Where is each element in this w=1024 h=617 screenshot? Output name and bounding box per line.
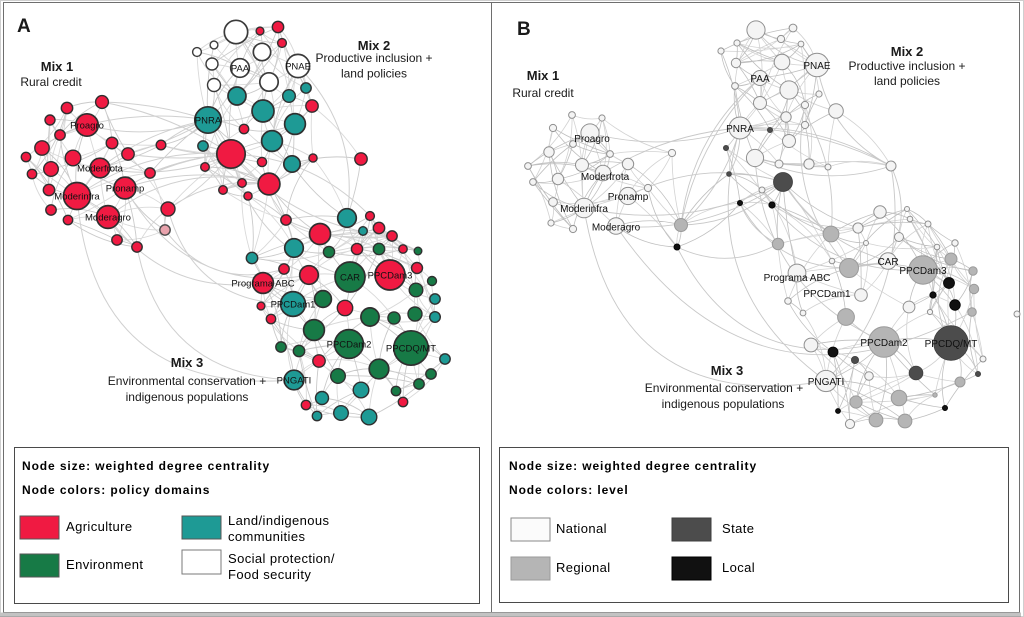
svg-text:PAA: PAA: [750, 74, 770, 85]
svg-text:PPCDam1: PPCDam1: [803, 289, 851, 300]
svg-text:PAA: PAA: [231, 64, 250, 75]
svg-text:Social protection/: Social protection/: [228, 551, 335, 566]
svg-text:State: State: [722, 521, 754, 536]
svg-text:B: B: [517, 19, 531, 40]
svg-text:Moderagro: Moderagro: [592, 223, 641, 234]
svg-text:Node size: weighted degree cen: Node size: weighted degree centrality: [509, 459, 757, 473]
svg-text:Regional: Regional: [556, 560, 611, 575]
svg-text:Productive inclusion +: Productive inclusion +: [848, 59, 965, 73]
svg-text:Node size: weighted degree cen: Node size: weighted degree centrality: [22, 459, 270, 473]
svg-text:PPCDam1: PPCDam1: [271, 300, 316, 311]
svg-text:land policies: land policies: [341, 67, 407, 81]
svg-text:communities: communities: [228, 529, 305, 544]
svg-text:National: National: [556, 521, 607, 536]
svg-text:Rural credit: Rural credit: [20, 75, 82, 89]
svg-text:Node colors: level: Node colors: level: [509, 483, 629, 497]
svg-text:Land/indigenous: Land/indigenous: [228, 513, 330, 528]
svg-text:CAR: CAR: [877, 257, 898, 268]
svg-text:Agriculture: Agriculture: [66, 519, 133, 534]
svg-text:indigenous populations: indigenous populations: [126, 390, 249, 404]
svg-text:Mix 1: Mix 1: [41, 59, 74, 74]
svg-text:Mix 2: Mix 2: [358, 38, 391, 53]
svg-text:Environmental conservation +: Environmental conservation +: [108, 374, 266, 388]
svg-text:Moderinfra: Moderinfra: [560, 204, 608, 215]
svg-text:Rural credit: Rural credit: [512, 86, 574, 100]
svg-text:PPCDQ/MT: PPCDQ/MT: [386, 344, 436, 355]
svg-text:land policies: land policies: [874, 74, 940, 88]
svg-text:Mix 3: Mix 3: [711, 363, 744, 378]
svg-text:PPCDam2: PPCDam2: [327, 340, 372, 351]
svg-text:Mix 3: Mix 3: [171, 355, 204, 370]
svg-text:Proagro: Proagro: [70, 121, 104, 132]
svg-text:PNRA: PNRA: [726, 124, 754, 135]
svg-text:PPCDQ/MT: PPCDQ/MT: [925, 339, 978, 350]
svg-text:Proagro: Proagro: [574, 134, 610, 145]
svg-text:PNAE: PNAE: [803, 61, 831, 72]
svg-text:Node colors: policy domains: Node colors: policy domains: [22, 483, 210, 497]
svg-text:PPCDam3: PPCDam3: [368, 271, 413, 282]
svg-text:Mix 2: Mix 2: [891, 44, 924, 59]
svg-text:Environmental conservation +: Environmental conservation +: [645, 381, 803, 395]
svg-text:Programa ABC: Programa ABC: [764, 273, 831, 284]
svg-text:Local: Local: [722, 560, 755, 575]
svg-text:CAR: CAR: [340, 273, 360, 284]
svg-text:Moderfrota: Moderfrota: [581, 172, 630, 183]
svg-text:Moderagro: Moderagro: [85, 213, 131, 224]
svg-text:Moderfrota: Moderfrota: [77, 164, 124, 175]
svg-text:PNGATI: PNGATI: [277, 376, 312, 387]
svg-text:PNRA: PNRA: [195, 116, 222, 127]
svg-text:Mix 1: Mix 1: [527, 68, 560, 83]
svg-text:PNGATI: PNGATI: [808, 377, 844, 388]
svg-text:Programa ABC: Programa ABC: [231, 279, 294, 290]
svg-text:PNAE: PNAE: [285, 62, 311, 73]
svg-text:Environment: Environment: [66, 557, 143, 572]
svg-text:Pronamp: Pronamp: [106, 184, 145, 195]
svg-text:PPCDam2: PPCDam2: [860, 338, 908, 349]
svg-text:Pronamp: Pronamp: [608, 192, 649, 203]
svg-text:indigenous populations: indigenous populations: [662, 397, 785, 411]
svg-text:Productive inclusion +: Productive inclusion +: [315, 51, 432, 65]
svg-text:A: A: [17, 16, 31, 37]
svg-text:Food security: Food security: [228, 567, 311, 582]
svg-text:PPCDam3: PPCDam3: [899, 266, 947, 277]
svg-text:Moderinfra: Moderinfra: [54, 192, 100, 203]
